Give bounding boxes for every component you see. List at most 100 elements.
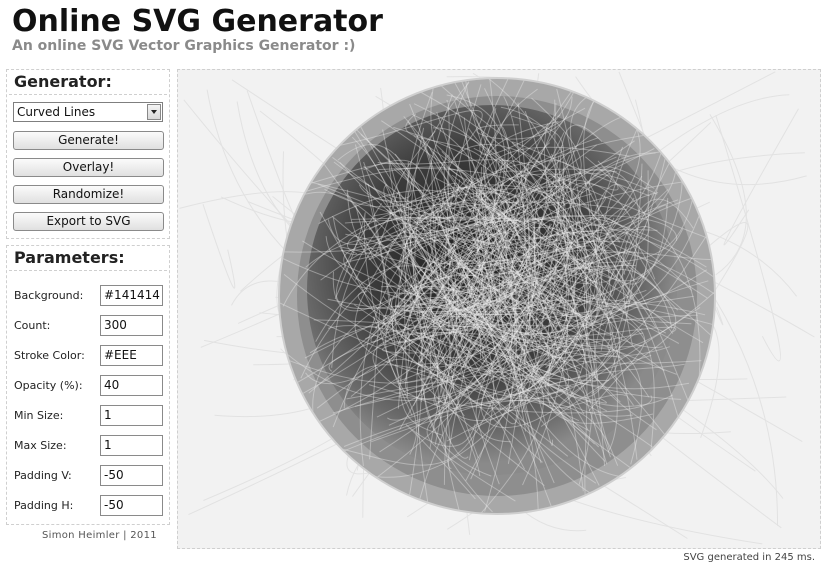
curved-line [317, 183, 628, 314]
curved-line [492, 268, 599, 379]
curved-line [429, 318, 606, 462]
curved-line [335, 203, 454, 310]
curved-line [347, 168, 617, 263]
curved-line [414, 163, 643, 387]
background-input[interactable]: #141414 [100, 285, 163, 306]
curved-line [430, 100, 450, 290]
opacity-input[interactable]: 40 [100, 375, 163, 396]
param-max-size-row: Max Size: 1 [7, 435, 169, 457]
curved-line [368, 219, 714, 280]
curved-line [541, 233, 619, 297]
curved-line [437, 287, 550, 513]
curved-line [435, 121, 559, 314]
curved-line [403, 88, 526, 328]
curved-line [599, 283, 680, 344]
curved-line [280, 206, 537, 289]
randomize-button[interactable]: Randomize! [13, 185, 164, 204]
curved-line [397, 79, 528, 308]
status-text: SVG generated in 245 ms. [683, 552, 815, 563]
param-padding-h-row: Padding H: -50 [7, 495, 169, 517]
background-line [723, 108, 799, 246]
curved-line [430, 79, 520, 252]
curved-line [503, 96, 591, 376]
max-size-input[interactable]: 1 [100, 435, 163, 456]
curved-line [510, 242, 621, 394]
curved-line [365, 183, 503, 244]
curved-line [340, 234, 634, 406]
curved-line [345, 157, 504, 322]
curved-line [511, 115, 610, 450]
generate-button[interactable]: Generate! [13, 131, 164, 150]
generator-type-select[interactable]: Curved Lines [13, 102, 163, 122]
curved-line [461, 80, 580, 316]
curved-line [368, 384, 653, 414]
curved-line [549, 251, 637, 351]
curved-line [333, 147, 412, 199]
curved-line [454, 101, 502, 411]
curved-line [491, 212, 598, 381]
curved-line [300, 97, 582, 379]
curved-line [328, 162, 677, 372]
curved-line [509, 218, 606, 467]
curved-line [371, 363, 685, 443]
generator-panel: Generator: Curved Lines Generate! Overla… [6, 69, 170, 239]
curved-line [446, 144, 574, 299]
page-title: Online SVG Generator [12, 4, 383, 39]
curved-line [504, 236, 544, 414]
min-size-input[interactable]: 1 [100, 405, 163, 426]
curved-line [517, 102, 653, 448]
curved-line [515, 235, 707, 390]
curved-line [407, 94, 453, 507]
curved-line [434, 191, 695, 445]
curved-line [546, 98, 658, 195]
curved-line [463, 300, 591, 432]
stroke-color-input[interactable]: #EEE [100, 345, 163, 366]
curved-line [305, 113, 487, 385]
curved-line [398, 238, 593, 324]
curved-line [375, 191, 597, 484]
padding-h-input[interactable]: -50 [100, 495, 163, 516]
curved-line [452, 228, 644, 327]
curved-line [420, 200, 584, 405]
param-background-row: Background: #141414 [7, 285, 169, 307]
curved-line [363, 159, 600, 448]
curved-line [622, 226, 701, 378]
curved-line [353, 304, 589, 431]
curved-line [382, 310, 531, 373]
curved-line [485, 277, 568, 464]
curved-line [571, 188, 706, 316]
curved-line [465, 79, 589, 318]
curved-line [503, 170, 578, 379]
overlay-button[interactable]: Overlay! [13, 158, 164, 177]
curved-line [547, 161, 654, 424]
curved-line [413, 256, 549, 373]
padding-v-input[interactable]: -50 [100, 465, 163, 486]
curved-line [394, 294, 608, 412]
curved-line [350, 314, 632, 470]
curved-line [318, 189, 552, 373]
curved-line [455, 296, 667, 438]
curved-line [533, 190, 566, 315]
header: Online SVG Generator An online SVG Vecto… [12, 4, 383, 54]
curved-line [391, 285, 481, 393]
curved-line [382, 156, 650, 325]
chevron-down-icon[interactable] [147, 104, 161, 120]
curved-line [370, 108, 497, 343]
param-max-size-label: Max Size: [14, 439, 67, 452]
curved-line [424, 144, 621, 403]
export-svg-button[interactable]: Export to SVG [13, 212, 164, 231]
curved-line [474, 137, 599, 307]
curved-line [280, 265, 468, 384]
curved-line [480, 131, 580, 249]
param-padding-v-label: Padding V: [14, 469, 72, 482]
curved-line [332, 157, 492, 318]
curved-line [466, 132, 565, 310]
curved-line [372, 277, 455, 343]
curved-line [480, 299, 614, 429]
curved-line [394, 160, 561, 368]
curved-line [423, 115, 628, 341]
curved-line [480, 166, 599, 322]
count-input[interactable]: 300 [100, 315, 163, 336]
curved-line [355, 103, 531, 324]
